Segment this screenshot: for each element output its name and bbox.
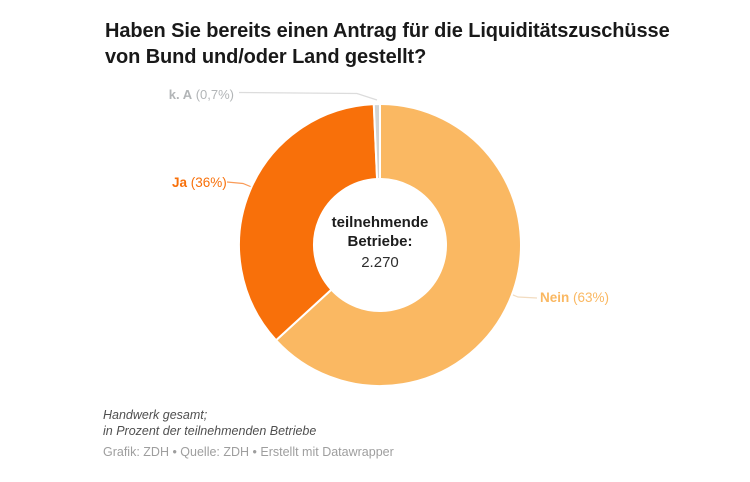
donut-slice-ka: [372, 103, 381, 181]
center-label-line2: Betriebe:: [347, 233, 413, 250]
donut-slice-ja: [238, 103, 379, 342]
center-label-line1: teilnehmende: [331, 214, 429, 231]
chart-footer: Handwerk gesamt; in Prozent der teilnehm…: [103, 407, 394, 460]
donut-slice-nein: [275, 103, 522, 387]
connector-ja-line: [226, 181, 255, 189]
slice-label-ka: k. A (0,7%): [118, 87, 234, 102]
slice-label-ja-pct: (36%): [190, 175, 227, 190]
donut-slices: [238, 103, 522, 387]
footer-note-line1: Handwerk gesamt;: [103, 408, 208, 422]
slice-label-ja: Ja (36%): [172, 175, 227, 190]
footer-credits: Grafik: ZDH • Quelle: ZDH • Erstellt mit…: [103, 445, 394, 459]
donut-center-label: teilnehmende Betriebe: 2.270: [310, 213, 450, 272]
footer-note-line2: in Prozent der teilnehmenden Betriebe: [103, 424, 317, 438]
slice-label-nein-pct: (63%): [573, 290, 610, 305]
slice-label-ka-name: k. A: [168, 87, 193, 102]
slice-label-ka-pct: (0,7%): [195, 87, 234, 102]
slice-label-nein-name: Nein: [540, 290, 570, 305]
center-value: 2.270: [361, 254, 399, 271]
slice-label-nein: Nein (63%): [540, 290, 609, 305]
chart-title: Haben Sie bereits einen Antrag für die L…: [105, 20, 670, 68]
connector-ka-line: [238, 91, 378, 101]
slice-label-ja-name: Ja: [172, 175, 188, 190]
